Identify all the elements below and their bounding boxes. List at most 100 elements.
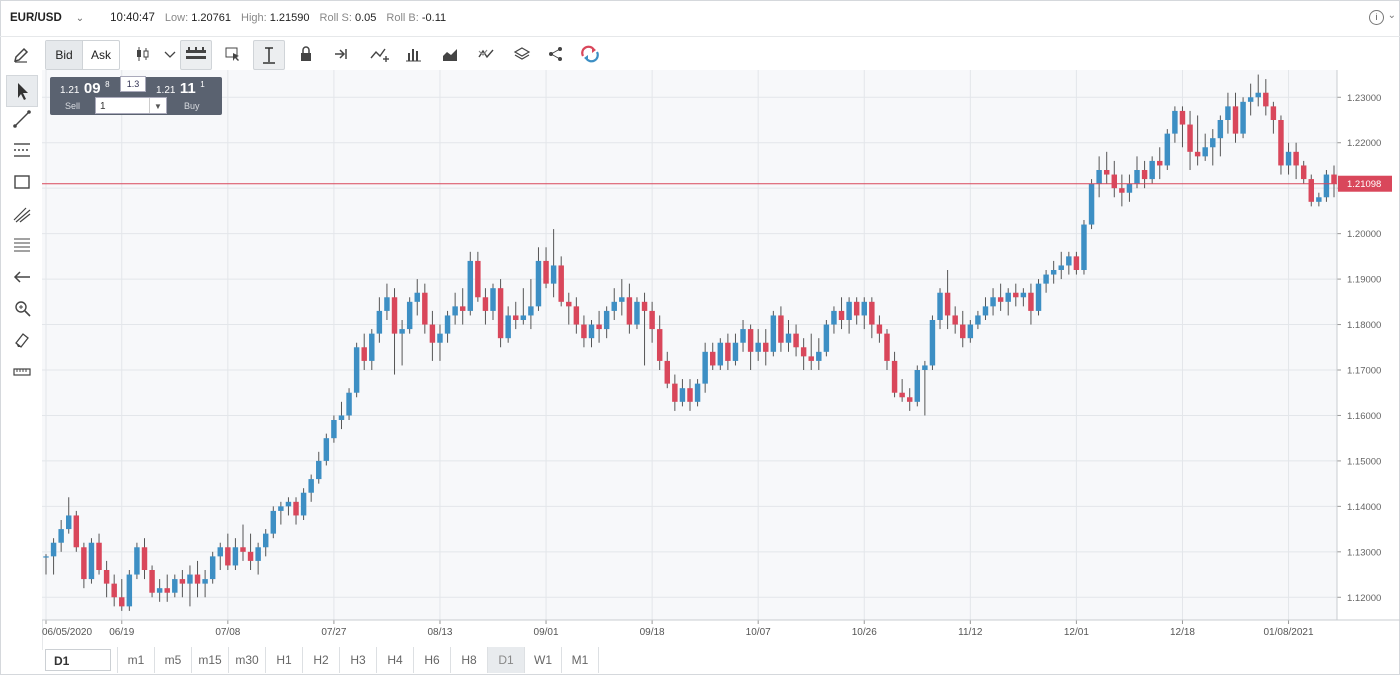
candle-body[interactable] <box>1270 106 1277 120</box>
zoom-icon[interactable] <box>12 298 32 318</box>
timeframe-D1[interactable]: D1 <box>487 647 524 673</box>
candle-body[interactable] <box>50 542 57 557</box>
sync-icon[interactable] <box>579 45 601 63</box>
area-chart-icon[interactable] <box>441 45 459 63</box>
arrow-to-line-icon[interactable] <box>332 45 350 63</box>
candle-body[interactable] <box>1119 188 1125 193</box>
candle-body[interactable] <box>543 260 549 284</box>
candle-body[interactable] <box>384 297 390 311</box>
candle-body[interactable] <box>482 297 489 311</box>
candle-body[interactable] <box>1263 92 1269 107</box>
candle-body[interactable] <box>679 388 686 402</box>
candle-body[interactable] <box>346 392 352 416</box>
cursor-table-icon[interactable] <box>224 45 242 63</box>
candle-body[interactable] <box>247 551 254 561</box>
candle-body[interactable] <box>596 324 602 330</box>
pencil-icon[interactable] <box>12 46 30 64</box>
timeframe-m1[interactable]: m1 <box>117 647 154 673</box>
candle-body[interactable] <box>876 324 883 334</box>
candle-body[interactable] <box>785 333 792 343</box>
candle-body[interactable] <box>1096 170 1102 184</box>
candle-body[interactable] <box>1134 170 1140 184</box>
candle-body[interactable] <box>444 315 451 334</box>
timeframe-H6[interactable]: H6 <box>413 647 450 673</box>
indicator-icon[interactable] <box>369 45 391 63</box>
chevron-down-icon[interactable] <box>161 45 179 63</box>
horizontal-lines-icon[interactable] <box>12 235 32 255</box>
candle-body[interactable] <box>816 351 822 361</box>
candle-body[interactable] <box>588 324 595 339</box>
candle-body[interactable] <box>119 597 125 607</box>
candle-body[interactable] <box>702 351 708 384</box>
timeframe-H4[interactable]: H4 <box>376 647 413 673</box>
candle-body[interactable] <box>1172 110 1178 134</box>
candle-body[interactable] <box>732 342 739 361</box>
candle-body[interactable] <box>66 515 72 530</box>
candle-body[interactable] <box>770 315 777 352</box>
fib-icon[interactable] <box>12 204 32 224</box>
candle-body[interactable] <box>1050 270 1057 275</box>
candle-body[interactable] <box>914 370 921 402</box>
candle-body[interactable] <box>255 547 261 561</box>
candle-body[interactable] <box>1225 106 1231 120</box>
symbol-label[interactable]: EUR/USD <box>10 12 62 24</box>
candle-body[interactable] <box>778 315 784 343</box>
candle-body[interactable] <box>975 315 981 325</box>
chart-plot-area[interactable] <box>42 70 1337 620</box>
candle-body[interactable] <box>664 360 670 384</box>
candle-body[interactable] <box>164 588 170 593</box>
candle-body[interactable] <box>1164 133 1171 166</box>
candle-body[interactable] <box>725 342 731 361</box>
candle-body[interactable] <box>1126 183 1133 193</box>
candle-body[interactable] <box>225 547 231 566</box>
candle-body[interactable] <box>1316 197 1322 202</box>
candle-body[interactable] <box>1202 147 1208 157</box>
compare-icon[interactable] <box>477 45 495 63</box>
candle-body[interactable] <box>1285 151 1292 166</box>
candle-body[interactable] <box>300 492 307 516</box>
channel-icon[interactable] <box>12 140 32 160</box>
candle-body[interactable] <box>566 301 572 307</box>
candle-body[interactable] <box>391 297 398 334</box>
candle-body[interactable] <box>361 347 367 361</box>
candle-body[interactable] <box>187 574 193 584</box>
candle-body[interactable] <box>906 397 913 402</box>
sell-button[interactable]: 1.21 09 8 Sell <box>50 77 136 115</box>
candle-body[interactable] <box>437 333 443 343</box>
candle-body[interactable] <box>800 347 807 357</box>
candle-body[interactable] <box>1247 97 1254 102</box>
candle-body[interactable] <box>96 542 102 570</box>
candle-body[interactable] <box>641 301 648 311</box>
candle-body[interactable] <box>1058 265 1064 270</box>
candle-body[interactable] <box>353 347 360 393</box>
candle-body[interactable] <box>861 301 867 316</box>
candle-body[interactable] <box>823 324 830 352</box>
candle-body[interactable] <box>414 292 420 302</box>
candle-body[interactable] <box>838 310 845 320</box>
candle-body[interactable] <box>111 583 117 598</box>
candle-body[interactable] <box>194 574 201 584</box>
candle-body[interactable] <box>1157 160 1163 166</box>
timeframe-m30[interactable]: m30 <box>228 647 265 673</box>
candle-body[interactable] <box>649 310 655 330</box>
candle-body[interactable] <box>338 415 345 420</box>
timeframe-m5[interactable]: m5 <box>154 647 191 673</box>
candle-body[interactable] <box>573 306 580 325</box>
candle-body[interactable] <box>899 392 905 398</box>
candle-body[interactable] <box>202 579 208 584</box>
rectangle-icon[interactable] <box>12 172 32 192</box>
candle-body[interactable] <box>73 515 80 548</box>
candle-body[interactable] <box>944 292 951 316</box>
candle-body[interactable] <box>520 315 527 320</box>
candle-body[interactable] <box>1005 292 1011 302</box>
candle-body[interactable] <box>1066 256 1072 266</box>
cursor-icon[interactable] <box>6 75 38 107</box>
candle-body[interactable] <box>1111 174 1118 189</box>
chevron-down-icon[interactable]: ⌄ <box>75 12 85 24</box>
candle-body[interactable] <box>490 288 496 311</box>
lock-icon[interactable] <box>297 45 315 63</box>
candle-body[interactable] <box>497 288 504 339</box>
candle-body[interactable] <box>429 324 436 343</box>
timeframe-select[interactable]: D1 <box>45 649 111 671</box>
